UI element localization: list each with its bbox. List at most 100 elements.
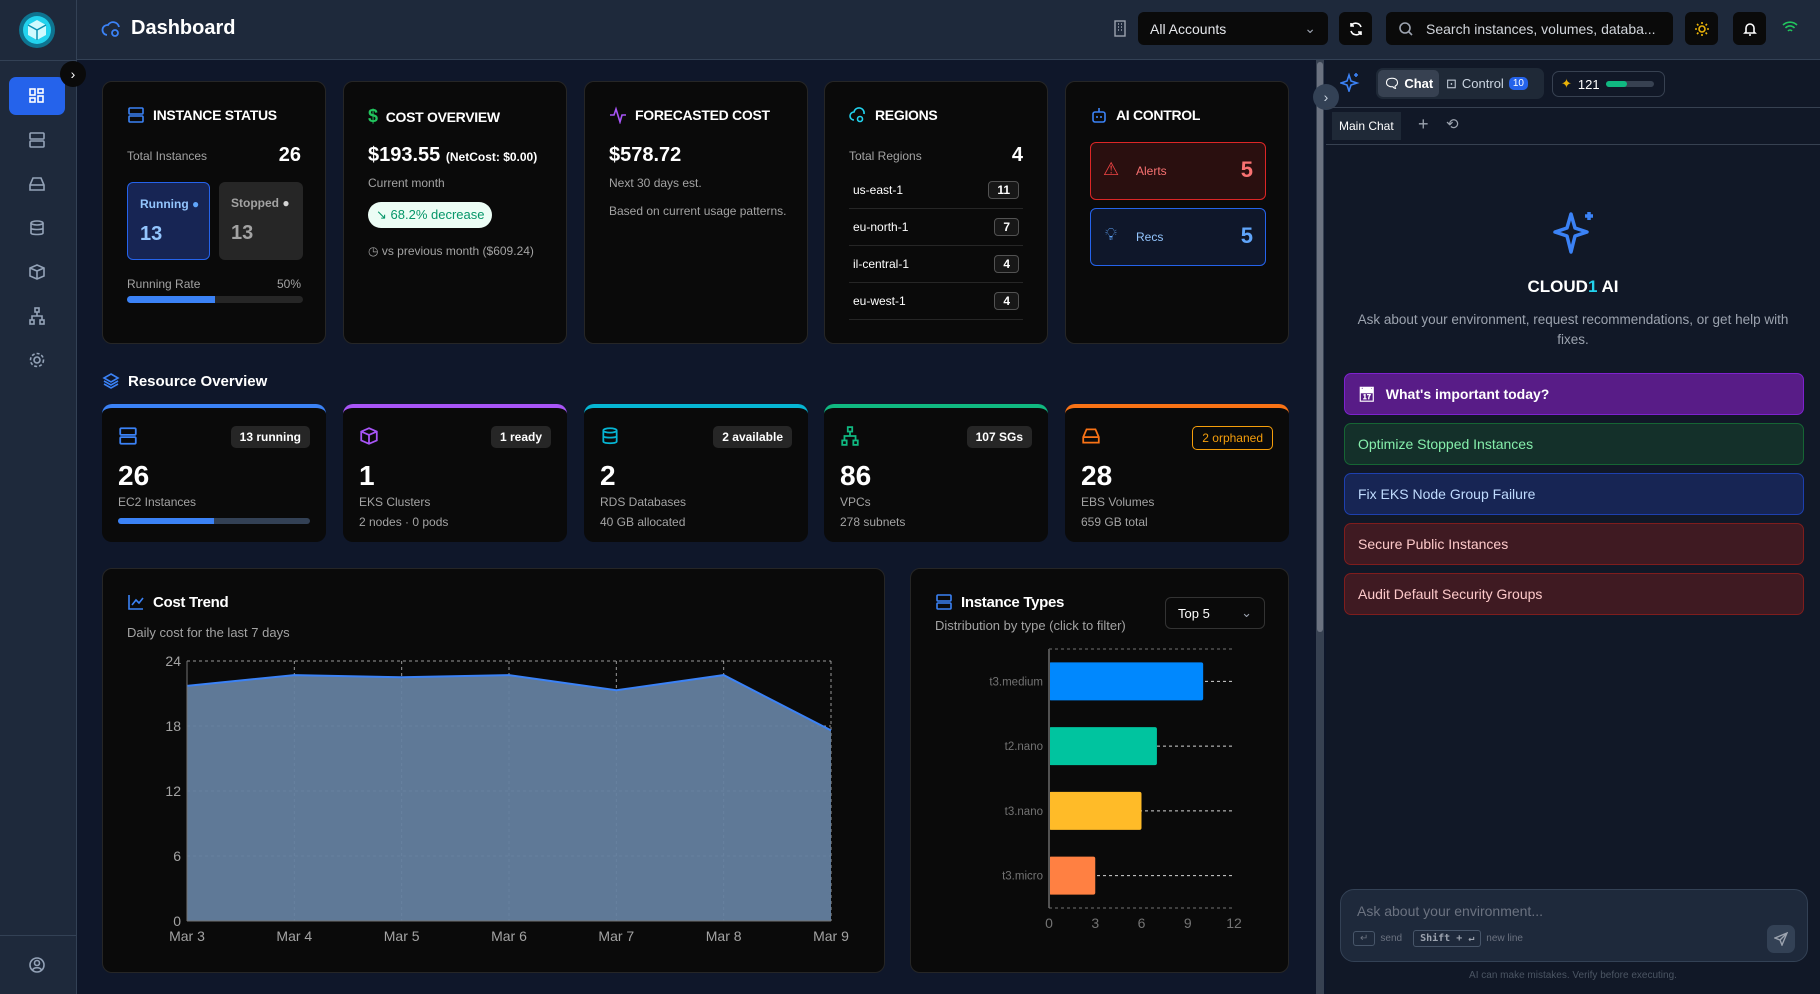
bar-t2.nano — [1049, 727, 1157, 766]
resource-label: EBS Volumes — [1081, 495, 1155, 509]
sidebar-item-network[interactable] — [9, 297, 65, 335]
tab-control[interactable]: ⊡ Control 10 — [1446, 70, 1528, 97]
box-icon — [29, 264, 45, 280]
notifications-button[interactable] — [1733, 12, 1766, 45]
suggestion-item[interactable]: Audit Default Security Groups — [1344, 573, 1804, 615]
x-tick-label: 0 — [1045, 915, 1053, 931]
history-icon[interactable]: ⟲ — [1446, 116, 1459, 133]
cost-trend-chart: 0 6 12 18 24 Mar 3 Mar 4 Mar 5 Mar 6 Mar 7 Mar 8 Ma… — [165, 653, 849, 944]
suggestion-important-today[interactable]: 📅︎ What's important today? — [1344, 373, 1804, 415]
warning-icon: ⚠ — [1103, 159, 1120, 179]
running-filter[interactable]: Running ● 13 — [127, 182, 210, 260]
database-icon — [30, 220, 44, 236]
sidebar-item-instances[interactable] — [9, 121, 65, 159]
resource-count: 86 — [840, 460, 872, 491]
robot-icon: ⊡ — [1446, 75, 1457, 91]
suggestion-item[interactable]: Secure Public Instances — [1344, 523, 1804, 565]
sun-icon — [1694, 21, 1709, 36]
panel-collapse-button[interactable]: › — [1313, 84, 1339, 110]
gear-icon — [29, 352, 45, 368]
sidebar-item-dashboard[interactable] — [9, 77, 65, 115]
dollar-icon: $ — [368, 106, 378, 126]
main-scrollbar[interactable] — [1316, 60, 1324, 994]
top-n-select[interactable]: Top 5 ⌄ — [1165, 597, 1265, 629]
server-icon — [128, 107, 144, 123]
account-select[interactable]: All Accounts ⌄ — [1138, 12, 1328, 45]
x-tick-label: Mar 6 — [491, 928, 527, 944]
send-button[interactable] — [1767, 925, 1795, 953]
resource-count: 2 — [600, 460, 616, 491]
sidebar-item-settings[interactable] — [9, 341, 65, 379]
dashboard-icon — [29, 88, 44, 103]
bell-icon — [1742, 22, 1757, 36]
resource-sub: 2 nodes · 0 pods — [359, 515, 449, 529]
region-row[interactable]: eu-west-1 4 — [849, 283, 1023, 320]
x-tick-label: Mar 8 — [706, 928, 742, 944]
layers-icon — [102, 373, 120, 389]
send-icon — [1774, 932, 1788, 946]
wifi-icon — [1782, 21, 1798, 32]
chevron-down-icon: ⌄ — [1304, 20, 1316, 36]
calendar-icon: 📅︎ — [1358, 385, 1376, 402]
recs-button[interactable]: 💡︎ Recs 5 — [1090, 208, 1266, 266]
regions-card: REGIONS Total Regions 4 us-east-1 11 eu-n… — [824, 81, 1048, 344]
cost-overview-card: $ COST OVERVIEW $193.55 (NetCost: $0.00) … — [343, 81, 567, 344]
stopped-filter[interactable]: Stopped ● 13 — [219, 182, 303, 260]
sidebar-item-databases[interactable] — [9, 209, 65, 247]
new-chat-button[interactable]: + — [1418, 114, 1429, 134]
chat-input[interactable]: Ask about your environment... ↵ send Shif… — [1340, 889, 1808, 962]
suggestion-item[interactable]: Fix EKS Node Group Failure — [1344, 473, 1804, 515]
tab-main-chat[interactable]: Main Chat — [1332, 112, 1401, 140]
resource-label: RDS Databases — [600, 495, 687, 509]
y-tick-label: 24 — [165, 653, 181, 669]
tab-chat[interactable]: 🗨︎ Chat — [1378, 70, 1439, 97]
brand-title: CLOUD1 AI — [1527, 277, 1619, 296]
sidebar-item-clusters[interactable] — [9, 253, 65, 291]
resource-badge: 2 available — [713, 426, 792, 448]
resource-card-vpc[interactable]: 107 SGs 86 VPCs 278 subnets — [824, 404, 1048, 542]
sparkles-icon: ✦ — [1561, 76, 1572, 91]
network-icon — [29, 307, 45, 325]
ai-chat-panel: › 🗨︎ Chat ⊡ Control 10 ✦ 121 Main Chat + ⟲ C… — [1313, 60, 1820, 994]
resource-overview-title: Resource Overview — [102, 372, 267, 390]
resource-label: EC2 Instances — [118, 495, 197, 509]
y-tick-label: 18 — [165, 718, 181, 734]
building-icon — [1114, 20, 1126, 37]
resource-card-ebs[interactable]: 2 orphaned 28 EBS Volumes 659 GB total — [1065, 404, 1289, 542]
resource-card-rds[interactable]: 2 available 2 RDS Databases 40 GB alloca… — [584, 404, 808, 542]
page-title: Dashboard — [101, 17, 235, 40]
mode-tabs: 🗨︎ Chat ⊡ Control 10 — [1376, 68, 1544, 99]
region-row[interactable]: eu-north-1 7 — [849, 209, 1023, 246]
resource-sub: 659 GB total — [1081, 515, 1148, 529]
instance-types-chart: t3.medium t2.nano t3.nano t3.micro 0 3 6 9 12 — [989, 648, 1242, 931]
refresh-icon — [1349, 21, 1362, 36]
region-row[interactable]: us-east-1 11 — [849, 172, 1023, 209]
server-icon — [119, 427, 137, 445]
hard-drive-icon — [29, 177, 45, 191]
message-icon: 🗨︎ — [1383, 75, 1401, 91]
resource-count: 1 — [359, 460, 375, 491]
sidebar-item-volumes[interactable] — [9, 165, 65, 203]
x-tick-label: 3 — [1091, 915, 1099, 931]
sidebar-item-profile[interactable] — [9, 946, 65, 984]
x-tick-label: Mar 9 — [813, 928, 849, 944]
suggestion-item[interactable]: Optimize Stopped Instances — [1344, 423, 1804, 465]
resource-label: EKS Clusters — [359, 495, 431, 509]
resource-card-ec2[interactable]: 13 running 26 EC2 Instances — [102, 404, 326, 542]
resource-card-eks[interactable]: 1 ready 1 EKS Clusters 2 nodes · 0 pods — [343, 404, 567, 542]
y-tick-label: t3.medium — [989, 676, 1043, 688]
resource-badge: 2 orphaned — [1192, 426, 1273, 450]
alerts-button[interactable]: ⚠ Alerts 5 — [1090, 142, 1266, 200]
sidebar-expand-button[interactable]: › — [60, 61, 86, 87]
bar-t3.micro — [1049, 856, 1096, 895]
region-row[interactable]: il-central-1 4 — [849, 246, 1023, 283]
theme-toggle-button[interactable] — [1685, 12, 1718, 45]
x-tick-label: 9 — [1184, 915, 1192, 931]
resource-count: 28 — [1081, 460, 1113, 491]
line-chart-icon — [128, 595, 144, 610]
cost-trend-card: Cost Trend Daily cost for the last 7 day… — [102, 568, 885, 973]
chevron-down-icon: ⌄ — [1241, 605, 1252, 620]
search-input[interactable]: Search instances, volumes, databa... — [1386, 12, 1673, 45]
user-circle-icon — [29, 957, 45, 973]
refresh-button[interactable] — [1339, 12, 1372, 45]
